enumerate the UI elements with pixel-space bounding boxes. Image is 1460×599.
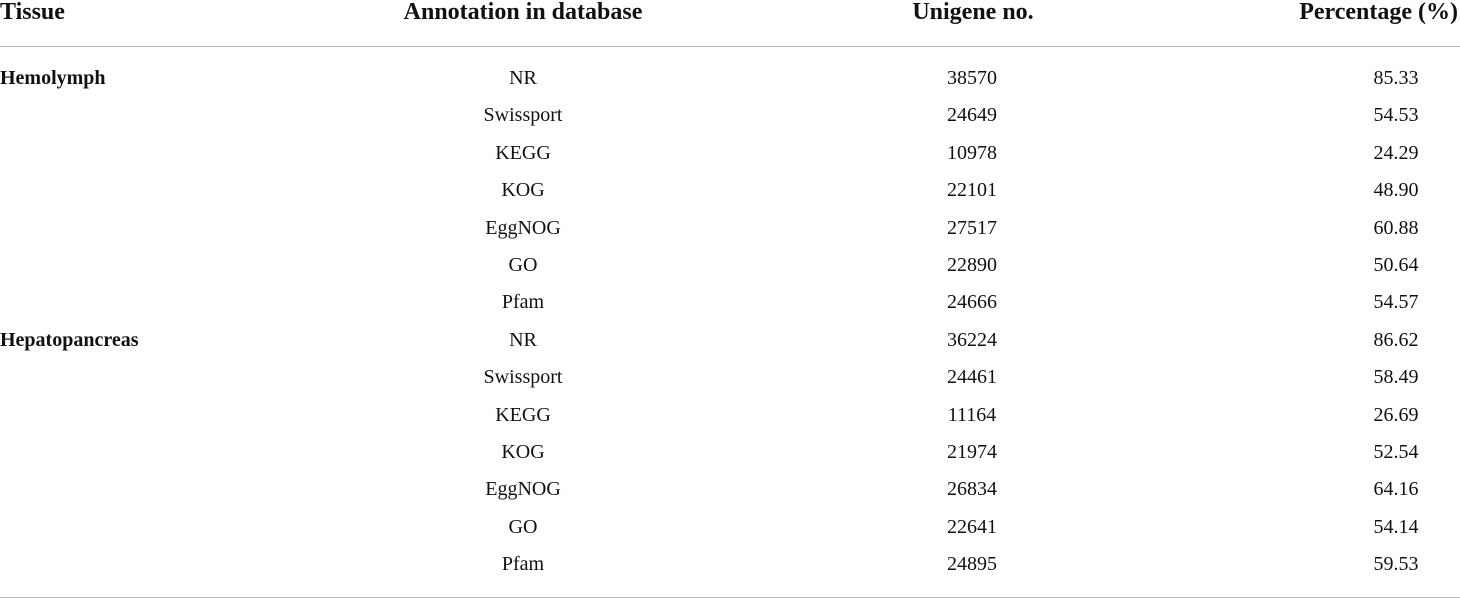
unigene-cell: 24895: [947, 553, 997, 576]
percentage-cell: 52.54: [1373, 441, 1419, 463]
unigene-cell: 27517: [947, 216, 997, 239]
header-rule: [0, 46, 1460, 47]
percentage-cell: 59.53: [1373, 553, 1419, 576]
percentage-cell: 58.49: [1373, 366, 1419, 389]
database-cell: KOG: [501, 441, 545, 463]
percentage-cell: 24.29: [1373, 141, 1419, 164]
percentage-cell: 26.69: [1373, 403, 1419, 426]
database-cell: NR: [509, 67, 537, 89]
tissue-cell: Hepatopancreas: [0, 328, 139, 351]
database-cell: EggNOG: [485, 478, 561, 501]
unigene-cell: 22641: [947, 515, 997, 538]
percentage-cell: 54.14: [1373, 515, 1419, 538]
database-cell: Pfam: [501, 553, 545, 576]
database-cell: KEGG: [495, 403, 551, 426]
unigene-cell: 36224: [947, 328, 997, 351]
unigene-cell: 38570: [947, 67, 997, 89]
database-cell: Swissport: [483, 366, 563, 389]
percentage-cell: 54.57: [1373, 291, 1419, 314]
percentage-cell: 48.90: [1373, 179, 1419, 202]
column-header: Annotation in database: [403, 0, 643, 25]
unigene-cell: 11164: [947, 403, 997, 426]
percentage-cell: 60.88: [1373, 216, 1419, 239]
database-cell: GO: [508, 515, 538, 538]
database-cell: Pfam: [501, 291, 545, 314]
database-cell: NR: [509, 328, 537, 351]
database-cell: KOG: [501, 179, 545, 202]
unigene-cell: 24461: [947, 366, 997, 389]
unigene-cell: 22101: [947, 179, 997, 202]
percentage-cell: 50.64: [1373, 254, 1419, 276]
bottom-rule: [0, 597, 1460, 598]
unigene-cell: 22890: [947, 254, 997, 276]
tissue-cell: Hemolymph: [0, 67, 106, 89]
column-header: Unigene no.: [912, 0, 1034, 25]
unigene-cell: 24666: [947, 291, 997, 314]
unigene-cell: 26834: [947, 478, 997, 501]
database-cell: KEGG: [495, 141, 551, 164]
database-cell: EggNOG: [485, 216, 561, 239]
unigene-cell: 10978: [947, 141, 997, 164]
unigene-cell: 21974: [947, 441, 997, 463]
percentage-cell: 85.33: [1373, 67, 1419, 89]
column-header: Tissue: [0, 0, 65, 25]
database-cell: Swissport: [483, 104, 563, 127]
percentage-cell: 86.62: [1373, 328, 1419, 351]
column-header: Percentage (%): [1299, 0, 1458, 25]
database-cell: GO: [508, 254, 538, 276]
percentage-cell: 54.53: [1373, 104, 1419, 127]
unigene-cell: 24649: [947, 104, 997, 127]
percentage-cell: 64.16: [1373, 478, 1419, 501]
